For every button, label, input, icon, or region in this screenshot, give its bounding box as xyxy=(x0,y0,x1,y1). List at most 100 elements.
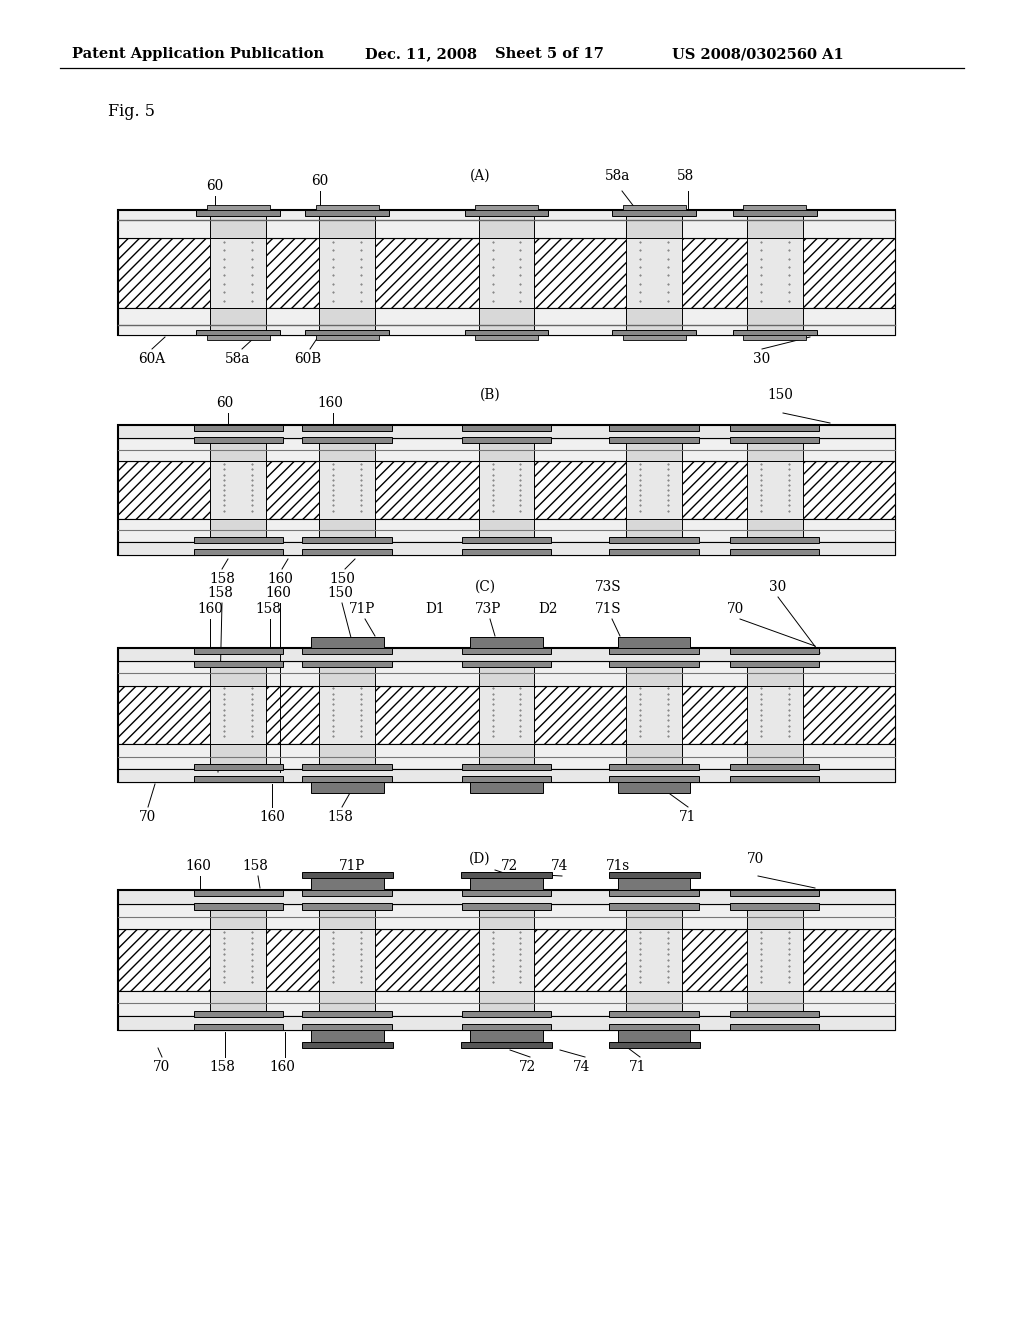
Bar xyxy=(746,462,803,519)
Bar xyxy=(311,781,384,793)
Bar xyxy=(746,991,803,1016)
Bar xyxy=(311,636,384,648)
Bar xyxy=(211,929,266,991)
Bar xyxy=(626,744,682,768)
Bar xyxy=(118,543,895,554)
Bar xyxy=(194,890,284,896)
Text: 60: 60 xyxy=(216,396,233,411)
Bar xyxy=(746,661,803,685)
Bar xyxy=(461,871,552,878)
Bar xyxy=(315,205,379,210)
Bar xyxy=(305,330,389,335)
Bar xyxy=(612,210,696,215)
Bar xyxy=(462,437,551,444)
Bar xyxy=(478,744,535,768)
Bar xyxy=(609,764,699,770)
Bar xyxy=(730,1024,819,1030)
Bar xyxy=(118,210,895,335)
Bar xyxy=(211,744,266,768)
Bar xyxy=(302,1011,392,1018)
Bar xyxy=(609,425,699,430)
Bar xyxy=(626,904,682,929)
Text: 71s: 71s xyxy=(606,859,630,873)
Bar xyxy=(609,776,699,781)
Bar xyxy=(470,878,543,890)
Bar xyxy=(118,890,895,1030)
Bar xyxy=(608,1041,699,1048)
Bar xyxy=(730,437,819,444)
Bar xyxy=(475,205,538,210)
Text: 71S: 71S xyxy=(595,602,622,616)
Bar xyxy=(478,308,535,335)
Bar xyxy=(302,537,392,543)
Text: 71P: 71P xyxy=(339,859,366,873)
Bar xyxy=(319,744,375,768)
Text: 72: 72 xyxy=(502,859,518,873)
Bar xyxy=(211,519,266,543)
Bar xyxy=(462,1011,551,1018)
Bar xyxy=(302,903,392,909)
Bar xyxy=(319,210,375,238)
Bar xyxy=(118,425,895,554)
Bar xyxy=(746,308,803,335)
Bar xyxy=(461,1041,552,1048)
Bar xyxy=(743,335,806,341)
Bar xyxy=(319,462,375,519)
Bar xyxy=(462,1024,551,1030)
Bar xyxy=(118,929,895,991)
Bar xyxy=(118,425,895,438)
Bar xyxy=(194,764,284,770)
Text: 60A: 60A xyxy=(138,352,166,366)
Bar xyxy=(319,904,375,929)
Bar xyxy=(302,1041,392,1048)
Bar xyxy=(746,210,803,238)
Bar xyxy=(211,438,266,462)
Bar xyxy=(478,519,535,543)
Bar xyxy=(118,648,895,781)
Bar xyxy=(462,661,551,667)
Bar xyxy=(730,903,819,909)
Text: D1: D1 xyxy=(425,602,444,616)
Bar xyxy=(470,1030,543,1041)
Bar xyxy=(475,335,538,341)
Bar xyxy=(194,549,284,554)
Bar xyxy=(118,308,895,335)
Bar xyxy=(626,685,682,744)
Bar xyxy=(194,661,284,667)
Text: 158: 158 xyxy=(209,1060,234,1074)
Text: Sheet 5 of 17: Sheet 5 of 17 xyxy=(495,48,604,61)
Bar xyxy=(730,890,819,896)
Bar xyxy=(197,210,281,215)
Bar xyxy=(302,425,392,430)
Bar xyxy=(478,661,535,685)
Bar xyxy=(118,238,895,308)
Text: (B): (B) xyxy=(479,388,501,403)
Bar xyxy=(478,991,535,1016)
Text: 160: 160 xyxy=(267,572,293,586)
Bar xyxy=(746,685,803,744)
Bar xyxy=(302,776,392,781)
Bar xyxy=(302,1024,392,1030)
Text: 70: 70 xyxy=(726,602,743,616)
Bar xyxy=(730,776,819,781)
Bar xyxy=(462,648,551,653)
Text: 150: 150 xyxy=(329,572,355,586)
Bar xyxy=(194,903,284,909)
Text: 73S: 73S xyxy=(595,579,622,594)
Bar xyxy=(609,661,699,667)
Bar xyxy=(211,661,266,685)
Bar xyxy=(315,335,379,341)
Bar xyxy=(732,210,816,215)
Bar xyxy=(623,205,686,210)
Bar xyxy=(626,210,682,238)
Bar xyxy=(478,438,535,462)
Text: 60: 60 xyxy=(207,180,223,193)
Text: Fig. 5: Fig. 5 xyxy=(108,103,155,120)
Bar xyxy=(478,462,535,519)
Text: 158: 158 xyxy=(209,572,234,586)
Bar xyxy=(211,308,266,335)
Bar xyxy=(302,871,392,878)
Bar xyxy=(462,764,551,770)
Bar xyxy=(194,537,284,543)
Bar xyxy=(118,661,895,685)
